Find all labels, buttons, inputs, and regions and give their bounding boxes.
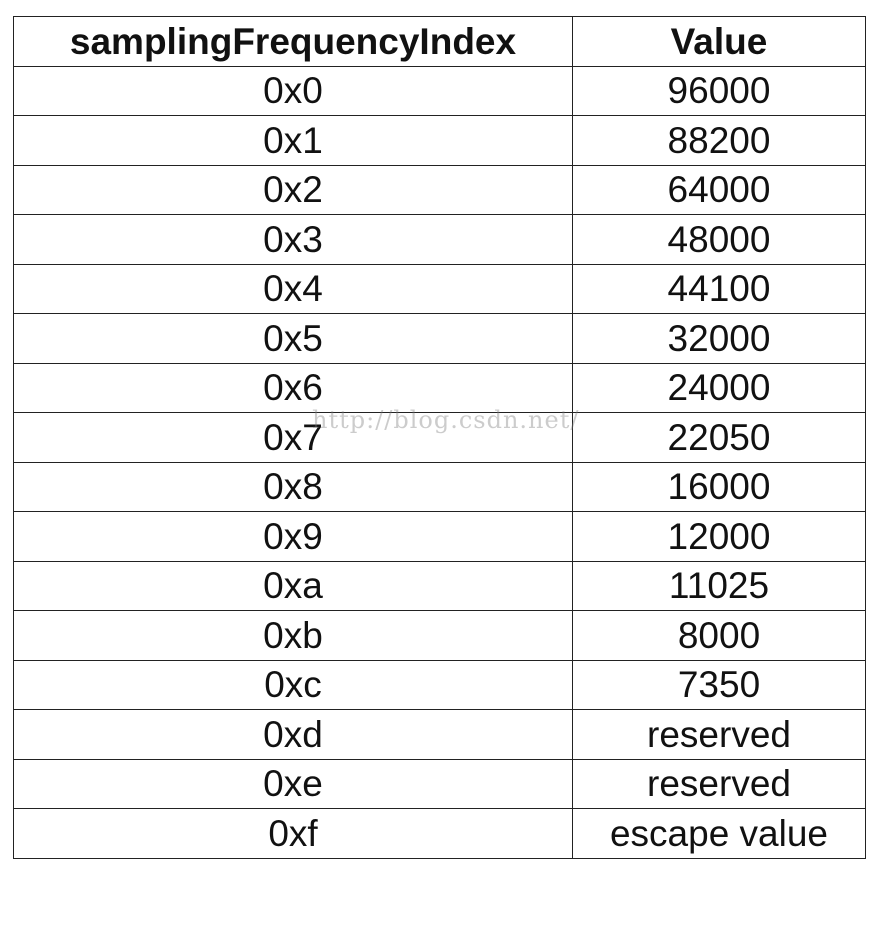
cell-value: 16000 [572, 461, 866, 512]
header-value: Value [572, 16, 866, 67]
cell-index: 0xb [13, 610, 573, 661]
table-row: 0x2 64000 [13, 164, 866, 215]
table-row: 0x8 16000 [13, 461, 866, 512]
cell-value: 48000 [572, 214, 866, 265]
table-row: 0xb 8000 [13, 610, 866, 661]
table-row: 0x0 96000 [13, 65, 866, 116]
cell-value: 32000 [572, 313, 866, 364]
cell-value: 64000 [572, 164, 866, 215]
cell-value: escape value [572, 808, 866, 859]
table-row: 0x9 12000 [13, 511, 866, 562]
cell-index: 0xf [13, 808, 573, 859]
cell-index: 0x2 [13, 164, 573, 215]
cell-value: 88200 [572, 115, 866, 166]
cell-value: reserved [572, 709, 866, 760]
cell-index: 0xd [13, 709, 573, 760]
table-body: 0x0 96000 0x1 88200 0x2 64000 0x3 48000 0x4 44100… [13, 65, 866, 859]
cell-index: 0x0 [13, 65, 573, 116]
cell-index: 0x8 [13, 461, 573, 512]
cell-value: 11025 [572, 560, 866, 611]
sampling-frequency-table: samplingFrequencyIndex Value 0x0 96000 0x1… [13, 16, 866, 859]
table-row: 0xc 7350 [13, 659, 866, 710]
cell-value: 8000 [572, 610, 866, 661]
table-row: 0x6 24000 [13, 362, 866, 413]
cell-value: 22050 [572, 412, 866, 463]
table-row: 0x7 22050 [13, 412, 866, 463]
cell-index: 0x1 [13, 115, 573, 166]
table-row: 0xf escape value [13, 808, 866, 859]
table-row: 0xe reserved [13, 758, 866, 809]
cell-index: 0x3 [13, 214, 573, 265]
cell-value: 7350 [572, 659, 866, 710]
table-row: 0x4 44100 [13, 263, 866, 314]
cell-index: 0x9 [13, 511, 573, 562]
cell-value: 12000 [572, 511, 866, 562]
header-sampling-frequency-index: samplingFrequencyIndex [13, 16, 573, 67]
table-row: 0x3 48000 [13, 214, 866, 265]
cell-index: 0xe [13, 758, 573, 809]
table-header-row: samplingFrequencyIndex Value [13, 16, 866, 67]
cell-index: 0x4 [13, 263, 573, 314]
cell-value: 44100 [572, 263, 866, 314]
table-row: 0x5 32000 [13, 313, 866, 364]
cell-index: 0xa [13, 560, 573, 611]
cell-value: 24000 [572, 362, 866, 413]
cell-index: 0x5 [13, 313, 573, 364]
cell-value: reserved [572, 758, 866, 809]
cell-index: 0x7 [13, 412, 573, 463]
cell-value: 96000 [572, 65, 866, 116]
cell-index: 0xc [13, 659, 573, 710]
table-row: 0xa 11025 [13, 560, 866, 611]
table-row: 0x1 88200 [13, 115, 866, 166]
table-row: 0xd reserved [13, 709, 866, 760]
cell-index: 0x6 [13, 362, 573, 413]
